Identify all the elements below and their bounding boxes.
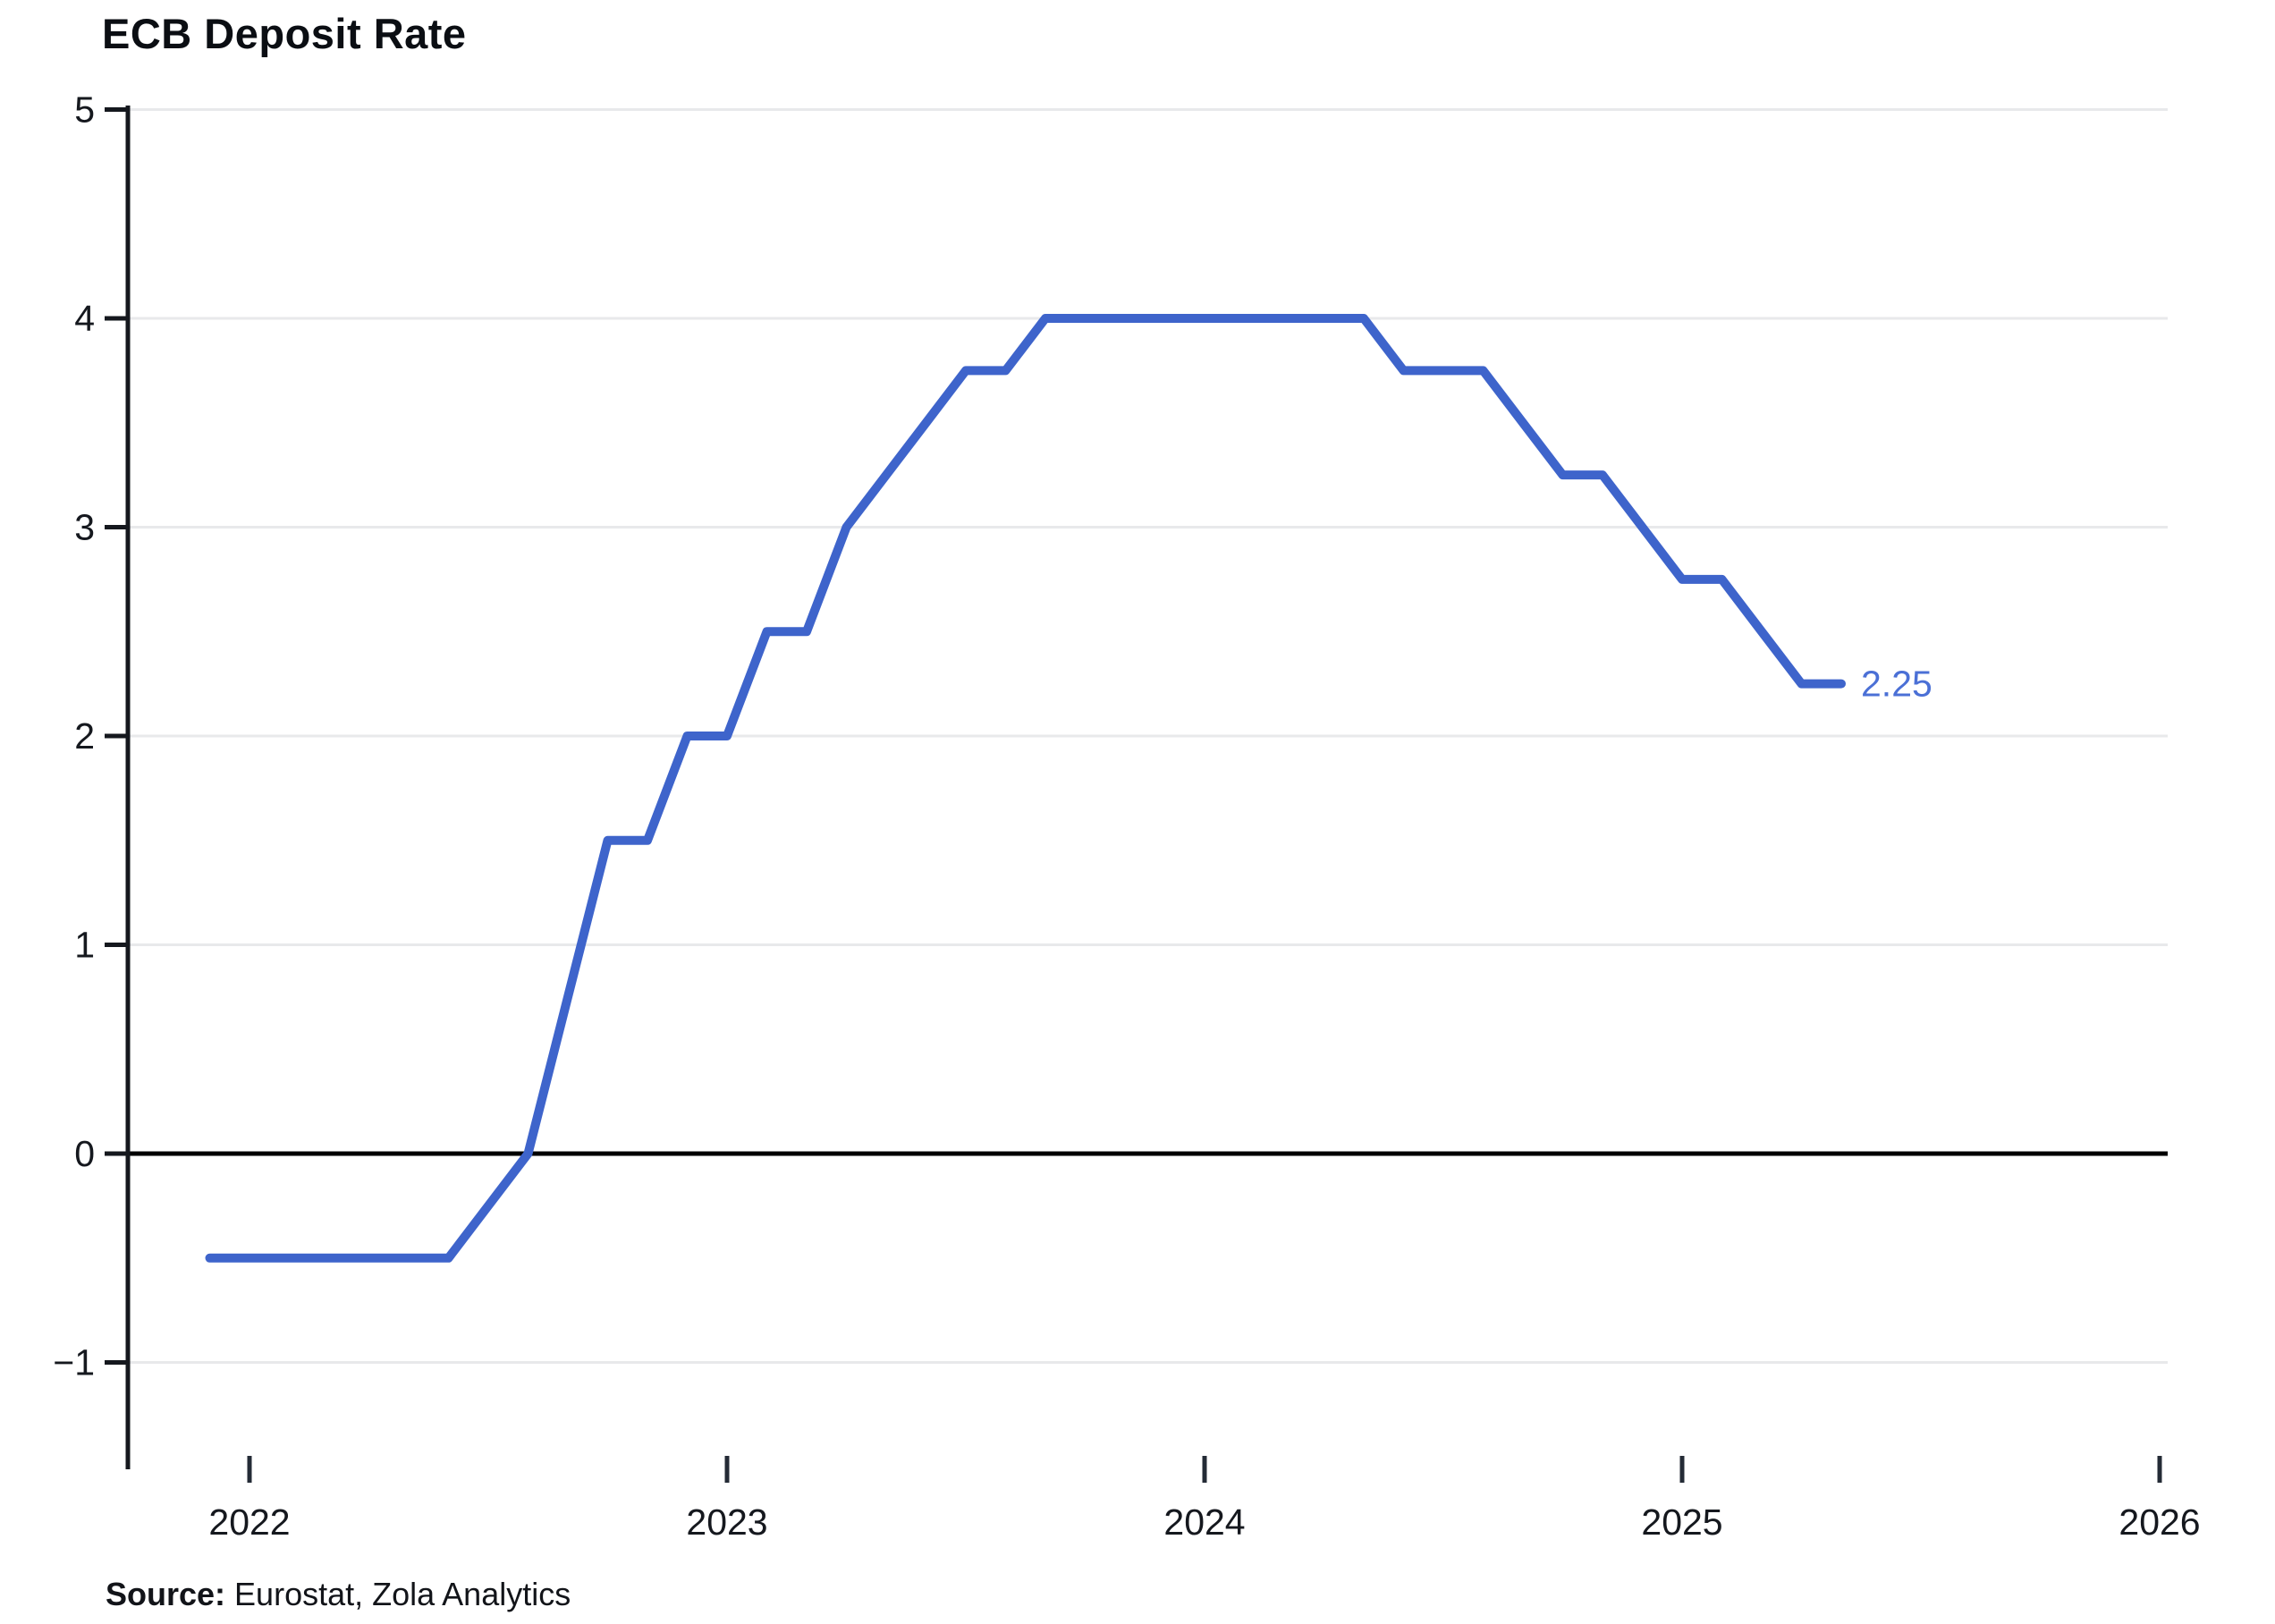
chart-title: ECB Deposit Rate: [102, 10, 467, 57]
x-tick-label: 2023: [686, 1501, 767, 1543]
y-tick-label: 5: [74, 89, 95, 131]
end-value-label: 2.25: [1861, 664, 1932, 705]
y-tick-label: 0: [74, 1133, 95, 1174]
x-tick-label: 2025: [1641, 1501, 1722, 1543]
x-tick-label: 2022: [208, 1501, 290, 1543]
tick-marks: [105, 107, 2162, 1483]
source-note: Source: Eurostat, Zola Analytics: [106, 1576, 571, 1613]
y-tick-label: −1: [53, 1342, 95, 1383]
x-tick-label: 2026: [2119, 1501, 2200, 1543]
y-tick-label: 3: [74, 507, 95, 548]
source-text: Eurostat, Zola Analytics: [234, 1576, 571, 1612]
y-tick-label: 1: [74, 925, 95, 966]
x-tick-label: 2024: [1163, 1501, 1245, 1543]
source-label: Source:: [106, 1576, 226, 1612]
data-series: [205, 314, 1846, 1263]
rate-line: [205, 314, 1846, 1263]
tick-labels: 5 4 3 2 1 0 −1 2022 2023 2024 2025 2026: [53, 89, 2200, 1544]
gridlines: [128, 108, 2168, 1364]
y-tick-label: 4: [74, 298, 95, 339]
y-tick-label: 2: [74, 715, 95, 757]
annotations: 2.25: [1861, 664, 1932, 705]
